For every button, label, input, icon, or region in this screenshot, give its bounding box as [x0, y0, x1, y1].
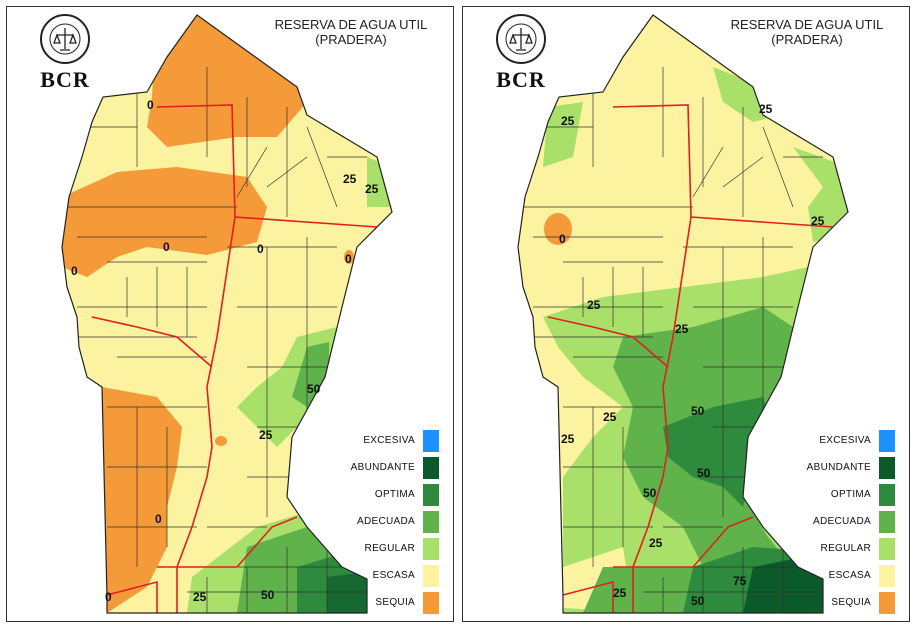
legend-label: ESCASA — [372, 570, 415, 581]
legend-swatch — [423, 510, 439, 533]
legend-label: ADECUADA — [813, 516, 871, 527]
legend-swatch — [423, 456, 439, 479]
contour-label: 25 — [759, 102, 773, 116]
contour-label: 50 — [691, 594, 705, 608]
legend-item: ESCASA — [319, 562, 439, 589]
legend-label: ESCASA — [828, 570, 871, 581]
map-title-line1: RESERVA DE AGUA UTIL — [274, 17, 428, 32]
contour-label: 0 — [71, 264, 78, 278]
legend-item: ABUNDANTE — [319, 454, 439, 481]
legend-item: OPTIMA — [775, 481, 895, 508]
legend-swatch — [879, 591, 895, 614]
legend-label: SEQUIA — [375, 597, 415, 608]
contour-label: 50 — [697, 466, 711, 480]
contour-label: 50 — [643, 486, 657, 500]
bcr-seal-icon — [40, 14, 90, 64]
legend-item: SEQUIA — [319, 589, 439, 616]
legend-item: ADECUADA — [775, 508, 895, 535]
legend-swatch — [879, 483, 895, 506]
contour-label: 25 — [561, 432, 575, 446]
contour-label: 25 — [343, 172, 357, 186]
legend-label: OPTIMA — [830, 489, 871, 500]
legend-item: EXCESIVA — [319, 427, 439, 454]
contour-label: 0 — [105, 590, 112, 604]
map-title: RESERVA DE AGUA UTIL (PRADERA) — [717, 17, 897, 47]
map-title-line2: (PRADERA) — [315, 32, 387, 47]
contour-label: 25 — [613, 586, 627, 600]
legend-label: OPTIMA — [374, 489, 415, 500]
legend-label: ABUNDANTE — [350, 462, 415, 473]
map-title-line2: (PRADERA) — [771, 32, 843, 47]
legend: EXCESIVA ABUNDANTE OPTIMA ADECUADA REGUL… — [319, 427, 439, 616]
legend-swatch — [879, 564, 895, 587]
contour-label: 0 — [345, 252, 352, 266]
contour-label: 25 — [259, 428, 273, 442]
contour-label: 25 — [561, 114, 575, 128]
contour-label: 0 — [155, 512, 162, 526]
bcr-logo: BCR — [27, 13, 103, 103]
map-panel-left: 0 0 0 0 25 25 0 50 25 0 0 25 50 BCR RESE… — [6, 6, 454, 622]
legend-item: ADECUADA — [319, 508, 439, 535]
legend-item: ESCASA — [775, 562, 895, 589]
legend-swatch — [423, 537, 439, 560]
legend-item: REGULAR — [775, 535, 895, 562]
contour-label: 50 — [307, 382, 321, 396]
contour-label: 0 — [257, 242, 264, 256]
contour-label: 25 — [811, 214, 825, 228]
legend-swatch — [423, 591, 439, 614]
legend-label: EXCESIVA — [819, 435, 871, 446]
legend-swatch — [879, 456, 895, 479]
contour-label: 25 — [193, 590, 207, 604]
legend-label: REGULAR — [820, 543, 871, 554]
bcr-seal-icon — [496, 14, 546, 64]
map-title-line1: RESERVA DE AGUA UTIL — [730, 17, 884, 32]
legend-swatch — [423, 429, 439, 452]
legend-label: REGULAR — [364, 543, 415, 554]
contour-label: 0 — [559, 232, 566, 246]
water-reserve-map-right: 25 25 25 0 25 25 25 25 50 50 50 25 25 50… — [517, 14, 849, 614]
contour-label: 75 — [733, 574, 747, 588]
legend-swatch — [423, 564, 439, 587]
bcr-logo-text: BCR — [496, 67, 546, 92]
contour-label: 0 — [163, 240, 170, 254]
contour-label: 25 — [649, 536, 663, 550]
contour-label: 25 — [675, 322, 689, 336]
legend-label: EXCESIVA — [363, 435, 415, 446]
bcr-logo: BCR — [483, 13, 559, 103]
map-title: RESERVA DE AGUA UTIL (PRADERA) — [261, 17, 441, 47]
legend: EXCESIVA ABUNDANTE OPTIMA ADECUADA REGUL… — [775, 427, 895, 616]
legend-label: ABUNDANTE — [806, 462, 871, 473]
contour-label: 25 — [365, 182, 379, 196]
legend-label: SEQUIA — [831, 597, 871, 608]
legend-swatch — [879, 537, 895, 560]
legend-item: OPTIMA — [319, 481, 439, 508]
bcr-logo-text: BCR — [40, 67, 90, 92]
water-reserve-map-left: 0 0 0 0 25 25 0 50 25 0 0 25 50 — [61, 14, 393, 614]
legend-item: REGULAR — [319, 535, 439, 562]
contour-label: 50 — [261, 588, 275, 602]
legend-swatch — [879, 429, 895, 452]
contour-label: 50 — [691, 404, 705, 418]
contour-label: 25 — [603, 410, 617, 424]
legend-item: SEQUIA — [775, 589, 895, 616]
legend-swatch — [879, 510, 895, 533]
contour-label: 0 — [147, 98, 154, 112]
legend-item: EXCESIVA — [775, 427, 895, 454]
contour-label: 25 — [587, 298, 601, 312]
legend-label: ADECUADA — [357, 516, 415, 527]
legend-item: ABUNDANTE — [775, 454, 895, 481]
legend-swatch — [423, 483, 439, 506]
map-panel-right: 25 25 25 0 25 25 25 25 50 50 50 25 25 50… — [462, 6, 910, 622]
